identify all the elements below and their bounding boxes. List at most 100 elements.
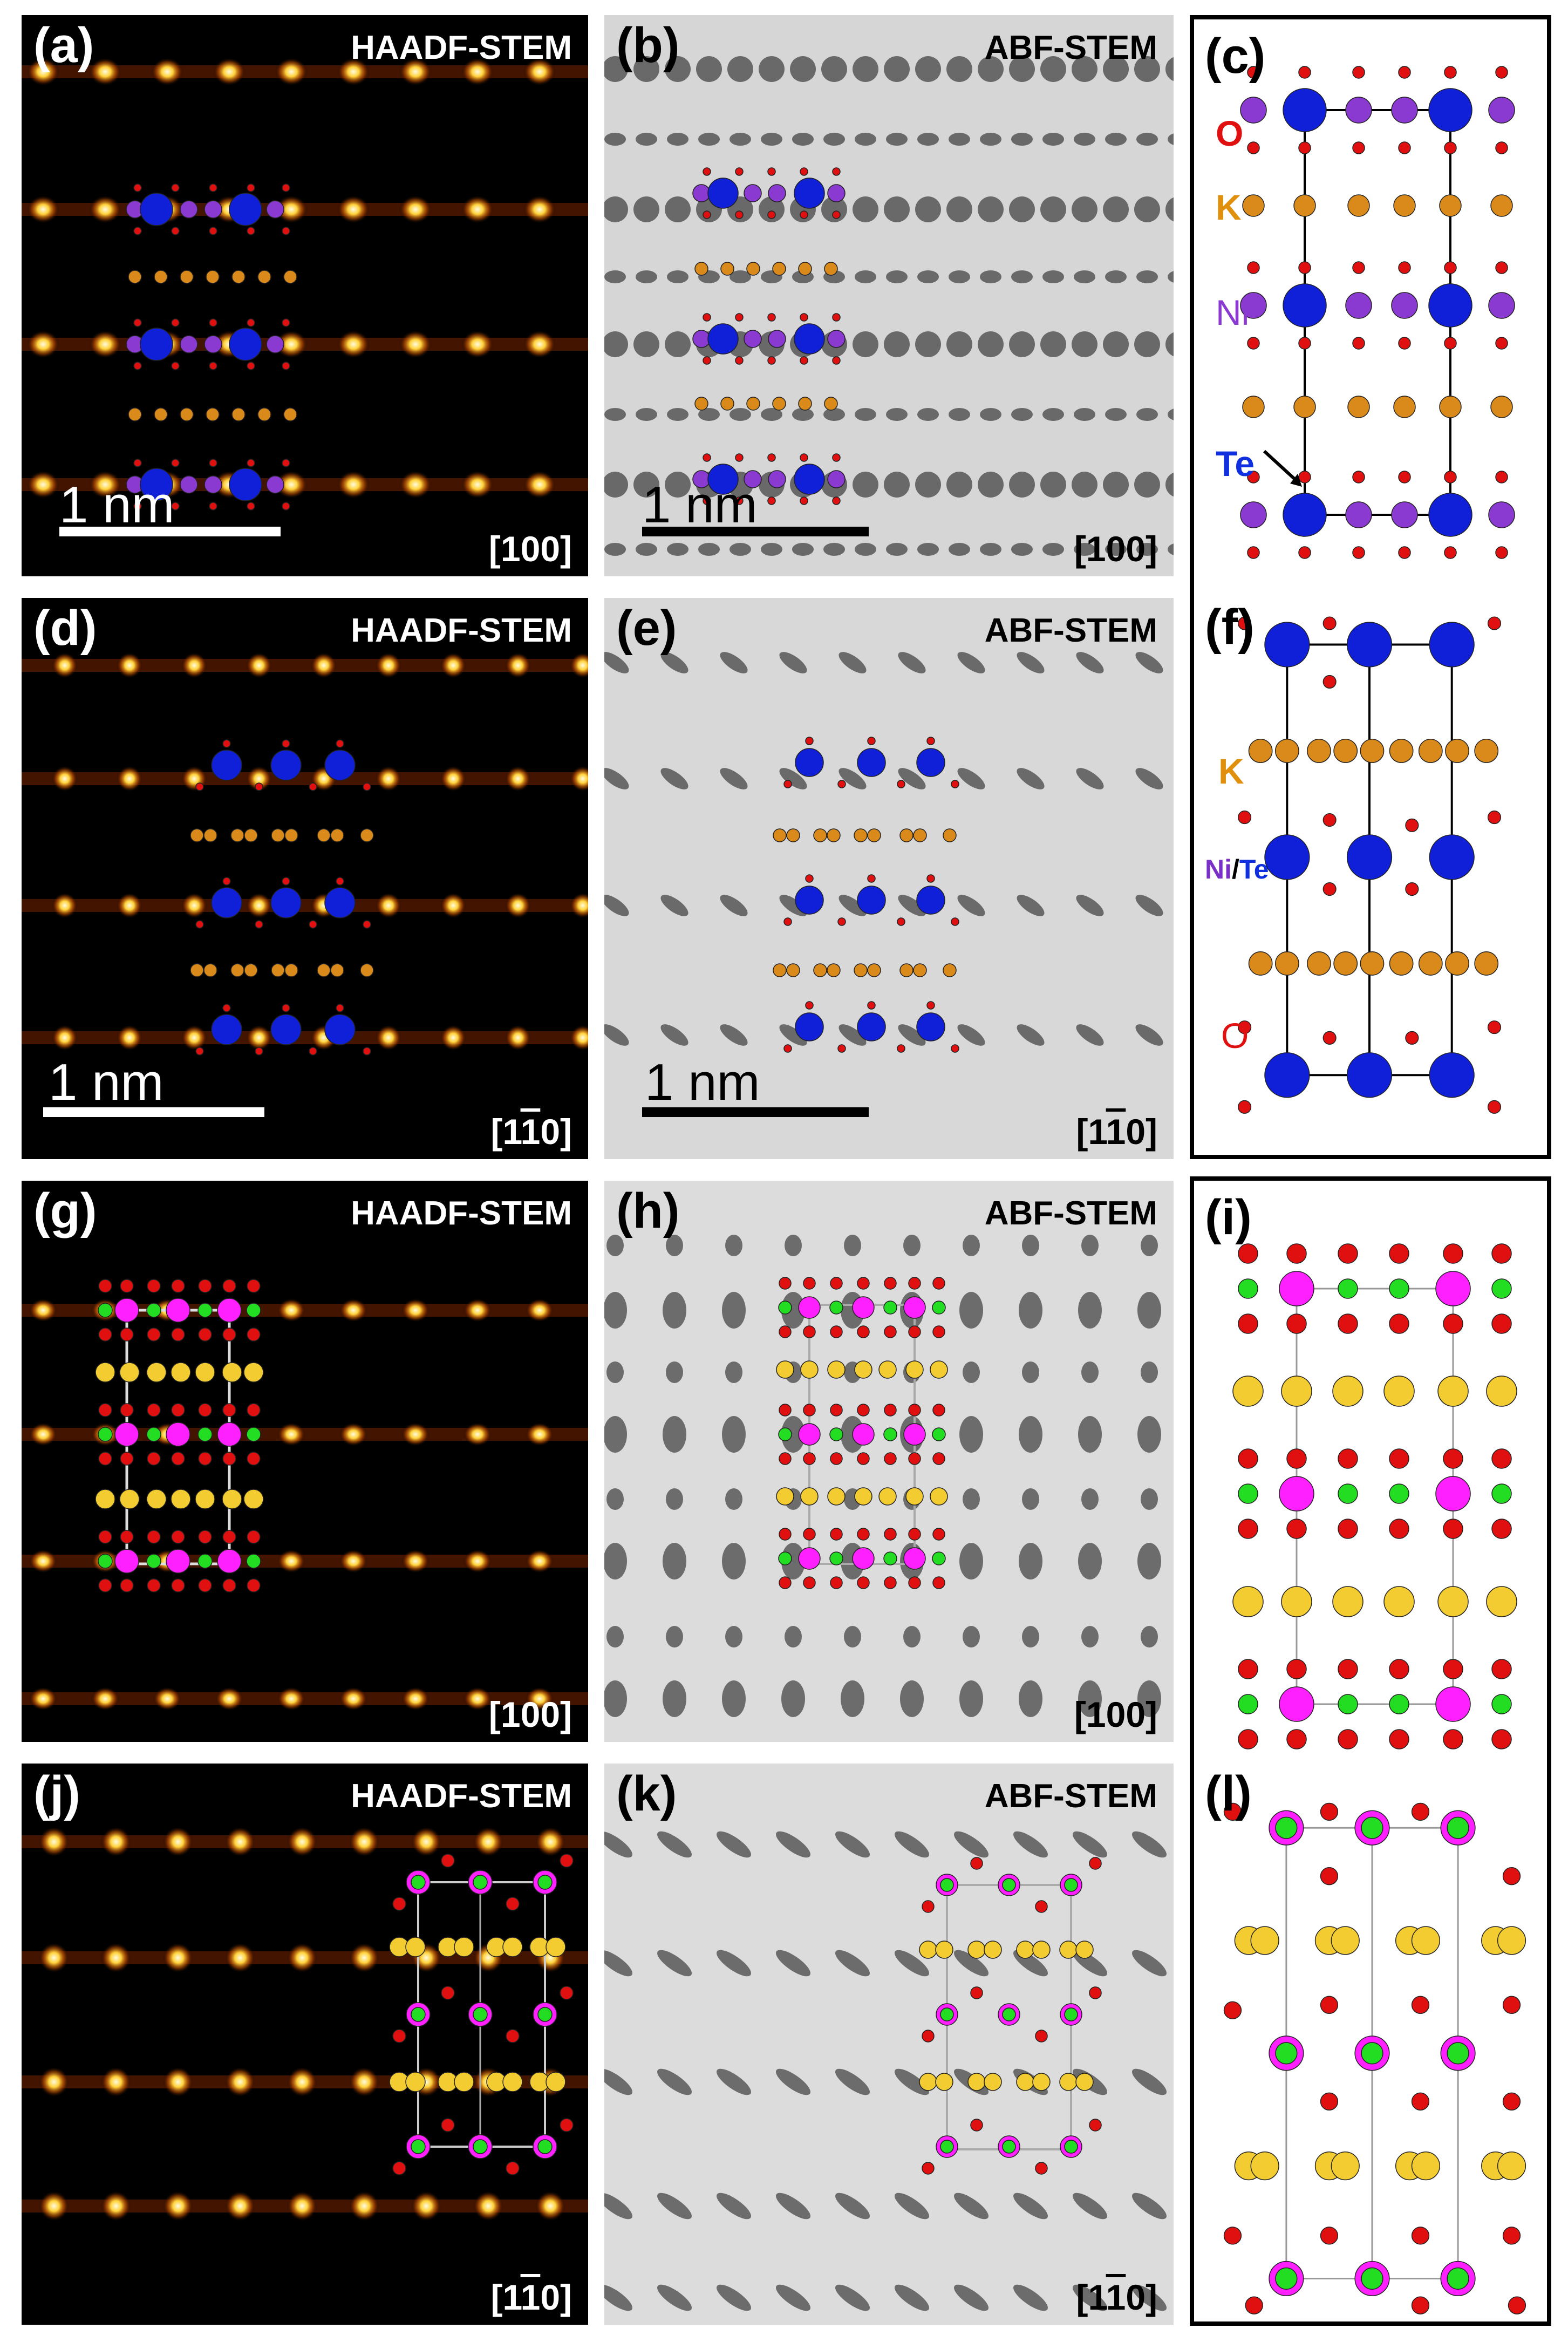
haadf-atom-column [101, 1827, 131, 1857]
panel-label: (l) [1205, 1766, 1252, 1821]
overlay-atom-k [283, 407, 297, 421]
model-atom-o [1352, 261, 1365, 274]
haadf-atom-column [337, 195, 370, 223]
overlay-atom-o [884, 1528, 897, 1541]
overlay-atom-o [282, 739, 290, 748]
overlay-atom-o [120, 1452, 134, 1466]
abf-atom-column [1134, 196, 1160, 222]
overlay-atom-o [247, 1452, 261, 1466]
abf-atom-column [884, 56, 910, 82]
overlay-atom-o [171, 1530, 185, 1544]
abf-atom-column [604, 408, 626, 421]
abf-atom-column [894, 2193, 930, 2220]
overlay-atom-yellow [905, 1360, 924, 1379]
overlay-atom-o [171, 1327, 185, 1342]
zone-axis-label: [110] [491, 1114, 572, 1149]
overlay-atom-green [411, 1875, 426, 1890]
overlay-atom-o [922, 1900, 935, 1913]
overlay-atom-o [363, 782, 371, 791]
overlay-atom-o [803, 1452, 816, 1465]
overlay-atom-k [867, 963, 881, 977]
overlay-atom-te [229, 328, 262, 361]
overlay-atom-ni [180, 200, 198, 219]
abf-atom-column [980, 408, 1001, 421]
overlay-atom-o [195, 920, 204, 929]
model-atom-o [1495, 66, 1508, 79]
abf-atom-column [606, 1488, 624, 1510]
overlay-atom-o [830, 1404, 843, 1417]
abf-image-k [604, 1831, 1167, 2311]
scale-bar [642, 1107, 869, 1117]
slash-label: / [1232, 854, 1239, 884]
abf-atom-column [1141, 1235, 1158, 1256]
abf-atom-column [1135, 895, 1163, 916]
abf-atom-column [963, 1361, 980, 1383]
haadf-atom-column [39, 1827, 69, 1857]
overlay-atom-yellow [1032, 1941, 1051, 1959]
haadf-atom-column [339, 1549, 367, 1573]
abf-atom-column [1019, 1292, 1042, 1329]
model-atom-o [1320, 1996, 1339, 2014]
overlay-atom-yellow [119, 1489, 140, 1509]
haadf-atom-column [52, 766, 78, 792]
overlay-atom-green [932, 1301, 946, 1315]
overlay-atom-o [209, 183, 217, 192]
haadf-atom-column [463, 1298, 492, 1322]
abf-atom-column [1168, 543, 1174, 555]
model-atom-k [1490, 194, 1513, 217]
model-atom-k [1248, 951, 1273, 976]
haadf-atom-column [275, 330, 308, 358]
model-atom-yellow [1332, 1586, 1364, 1617]
overlay-atom-te [229, 193, 262, 226]
abf-atom-column [894, 2068, 930, 2095]
abf-atom-column [917, 133, 939, 146]
model-atom-o [1444, 337, 1457, 350]
overlay-atom-k [798, 397, 812, 411]
overlay-atom-k [206, 270, 220, 284]
abf-atom-column [604, 2193, 633, 2220]
overlay-atom-yellow [454, 1937, 474, 1957]
overlay-atom-te [270, 887, 302, 918]
model-atom-o [1238, 1729, 1258, 1749]
abf-atom-column [1081, 1626, 1099, 1647]
overlay-atom-o [363, 920, 371, 929]
model-atom-o [1320, 2227, 1339, 2245]
model-atom-yellow [1250, 1926, 1279, 1955]
abf-atom-column [838, 768, 867, 789]
overlay-atom-te [857, 886, 886, 915]
model-atom-green [1338, 1694, 1358, 1714]
haadf-atom-column [225, 2067, 255, 2097]
abf-atom-column [633, 196, 659, 222]
overlay-atom-o [171, 318, 180, 327]
overlay-atom-o [832, 313, 841, 322]
scale-bar-label: 1 nm [49, 1053, 164, 1111]
panel-label: (d) [33, 601, 97, 656]
overlay-atom-yellow [95, 1489, 115, 1509]
overlay-atom-green [932, 1427, 946, 1441]
overlay-atom-o [506, 2029, 520, 2043]
model-atom-o [1398, 337, 1411, 350]
model-atom-k [1360, 951, 1385, 976]
abf-atom-column [779, 1024, 807, 1046]
overlay-atom-k [230, 828, 244, 842]
model-atom-k [1347, 194, 1370, 217]
model-atom-o [1352, 66, 1365, 79]
model-atom-yellow [1411, 2152, 1441, 2181]
haadf-atom-column [585, 336, 588, 352]
abf-atom-column [1042, 543, 1064, 556]
abf-atom-column [792, 543, 814, 556]
pointer-arrowhead [1290, 474, 1302, 487]
abf-atom-column [604, 270, 626, 283]
abf-atom-column [725, 1361, 742, 1383]
model-atom-yellow [1486, 1376, 1517, 1407]
overlay-atom-o [908, 1325, 921, 1338]
abf-atom-column [730, 408, 751, 421]
abf-atom-column [667, 270, 688, 283]
overlay-atom-o [932, 1325, 945, 1338]
abf-atom-column [823, 543, 845, 556]
model-atom-o [1389, 1729, 1409, 1749]
haadf-atom-column [117, 893, 142, 918]
abf-atom-column [636, 133, 657, 146]
overlay-atom-o [803, 1528, 816, 1541]
abf-atom-column [1013, 2284, 1048, 2311]
